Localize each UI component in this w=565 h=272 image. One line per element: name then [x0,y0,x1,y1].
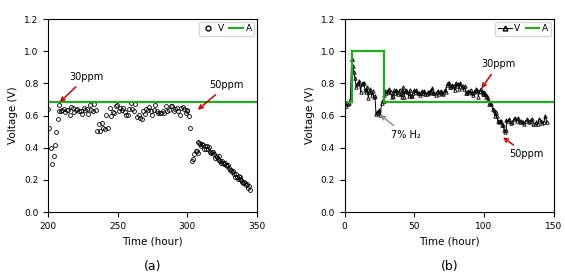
V [173,106,180,109]
Text: 30ppm: 30ppm [61,72,103,101]
V [45,107,51,111]
Y-axis label: Voltage (V): Voltage (V) [8,87,19,144]
V [83,107,90,111]
X-axis label: Time (hour): Time (hour) [122,236,183,246]
V [67,113,73,117]
Legend: V, A: V, A [199,22,254,36]
V [128,102,134,105]
Line: V: V [343,58,549,134]
V [236,177,243,180]
V [247,188,254,191]
V [544,121,550,124]
Text: 30ppm: 30ppm [481,59,515,87]
X-axis label: Time (hour): Time (hour) [419,236,480,246]
Text: (a): (a) [144,260,161,272]
V [502,131,509,134]
V [131,110,137,113]
V [406,88,413,91]
Text: 7% H₂: 7% H₂ [381,116,420,140]
Text: 50ppm: 50ppm [199,80,244,109]
V [351,77,358,80]
V [453,81,459,84]
Line: V: V [46,101,252,192]
V [201,147,207,151]
V [348,58,355,61]
V [528,117,535,120]
Text: 50ppm: 50ppm [505,138,544,159]
Legend: V, A: V, A [496,22,551,36]
V [341,101,348,104]
V [359,81,366,84]
V [375,111,381,114]
Text: (b): (b) [440,260,458,272]
Y-axis label: Voltage (V): Voltage (V) [305,87,315,144]
